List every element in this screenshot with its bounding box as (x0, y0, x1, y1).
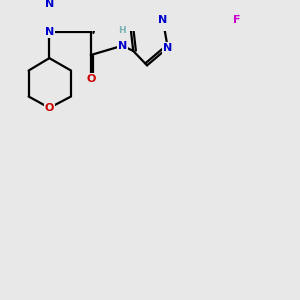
Text: N: N (45, 0, 54, 9)
Text: N: N (158, 15, 167, 25)
Text: N: N (45, 27, 54, 37)
Text: N: N (163, 43, 172, 53)
Text: F: F (233, 15, 241, 25)
Text: N: N (118, 41, 127, 51)
Text: O: O (45, 103, 54, 113)
Text: O: O (86, 74, 95, 84)
Text: H: H (118, 26, 126, 35)
